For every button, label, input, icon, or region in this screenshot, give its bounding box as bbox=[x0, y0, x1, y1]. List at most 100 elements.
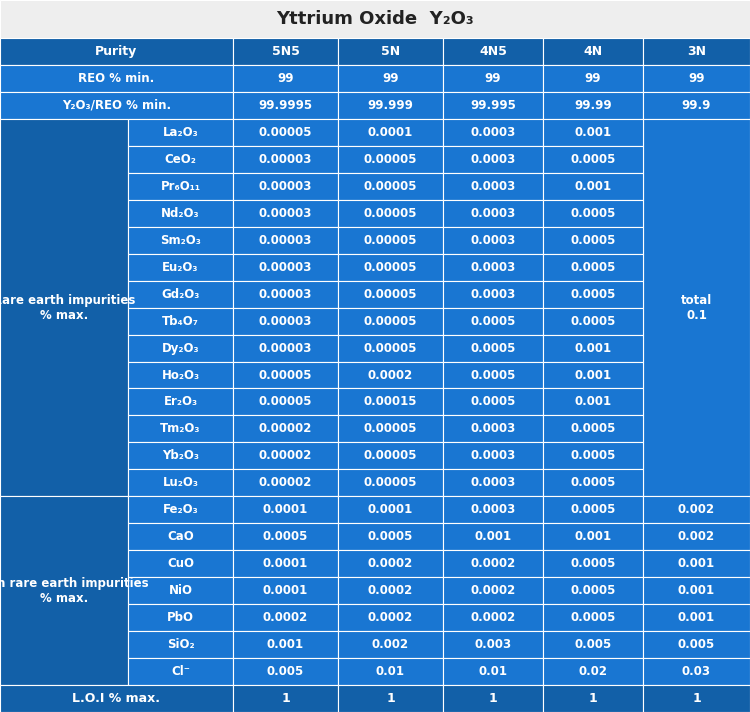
Text: 0.0003: 0.0003 bbox=[470, 288, 516, 300]
Bar bbox=[443, 362, 543, 389]
Bar bbox=[128, 415, 233, 442]
Bar bbox=[233, 253, 338, 281]
Bar bbox=[443, 496, 543, 523]
Bar bbox=[338, 469, 443, 496]
Text: 0.00003: 0.00003 bbox=[259, 234, 312, 246]
Bar bbox=[338, 226, 443, 253]
Bar bbox=[443, 65, 543, 92]
Text: 5N: 5N bbox=[381, 45, 400, 58]
Text: 0.0005: 0.0005 bbox=[570, 422, 616, 436]
Text: 0.00002: 0.00002 bbox=[259, 422, 312, 436]
Bar bbox=[128, 550, 233, 577]
Bar bbox=[0, 119, 128, 496]
Text: 0.0002: 0.0002 bbox=[368, 584, 413, 597]
Text: 0.0003: 0.0003 bbox=[470, 449, 516, 462]
Bar bbox=[233, 389, 338, 415]
Text: Nd₂O₃: Nd₂O₃ bbox=[161, 206, 200, 220]
Text: 0.00005: 0.00005 bbox=[259, 126, 312, 139]
Text: 0.0003: 0.0003 bbox=[470, 234, 516, 246]
Text: 0.00005: 0.00005 bbox=[364, 476, 417, 489]
Text: Y₂O₃/REO % min.: Y₂O₃/REO % min. bbox=[62, 99, 171, 112]
Text: 0.0003: 0.0003 bbox=[470, 180, 516, 193]
Text: SiO₂: SiO₂ bbox=[166, 638, 194, 651]
Text: 99: 99 bbox=[382, 72, 399, 85]
Text: 0.00015: 0.00015 bbox=[364, 395, 417, 409]
Text: 0.0005: 0.0005 bbox=[570, 611, 616, 624]
Text: 1: 1 bbox=[589, 692, 597, 705]
Text: 0.001: 0.001 bbox=[678, 557, 715, 570]
Bar bbox=[443, 281, 543, 308]
Bar bbox=[233, 335, 338, 362]
Bar bbox=[233, 577, 338, 604]
Text: 0.00003: 0.00003 bbox=[259, 180, 312, 193]
Text: 0.001: 0.001 bbox=[574, 395, 611, 409]
Text: Sm₂O₃: Sm₂O₃ bbox=[160, 234, 201, 246]
Text: 0.0005: 0.0005 bbox=[570, 584, 616, 597]
Bar bbox=[643, 523, 750, 550]
Text: PbO: PbO bbox=[167, 611, 194, 624]
Bar bbox=[443, 119, 543, 146]
Text: 0.001: 0.001 bbox=[475, 530, 512, 543]
Bar bbox=[543, 523, 643, 550]
Text: 0.00005: 0.00005 bbox=[364, 261, 417, 273]
Text: Pr₆O₁₁: Pr₆O₁₁ bbox=[160, 180, 200, 193]
Text: 0.00005: 0.00005 bbox=[259, 395, 312, 409]
Text: Ho₂O₃: Ho₂O₃ bbox=[161, 369, 200, 382]
Bar bbox=[338, 389, 443, 415]
Text: 0.001: 0.001 bbox=[267, 638, 304, 651]
Text: 0.00003: 0.00003 bbox=[259, 288, 312, 300]
Bar bbox=[338, 119, 443, 146]
Bar bbox=[643, 38, 750, 65]
Bar bbox=[643, 685, 750, 712]
Bar bbox=[443, 631, 543, 658]
Bar bbox=[543, 226, 643, 253]
Bar bbox=[443, 38, 543, 65]
Text: 99.995: 99.995 bbox=[470, 99, 516, 112]
Text: 0.0003: 0.0003 bbox=[470, 126, 516, 139]
Text: 0.0005: 0.0005 bbox=[570, 557, 616, 570]
Bar bbox=[543, 550, 643, 577]
Text: 0.00005: 0.00005 bbox=[364, 206, 417, 220]
Text: 0.0001: 0.0001 bbox=[262, 503, 308, 516]
Text: NiO: NiO bbox=[169, 584, 193, 597]
Bar bbox=[128, 226, 233, 253]
Bar bbox=[338, 146, 443, 173]
Text: 0.0005: 0.0005 bbox=[470, 342, 516, 355]
Text: 0.02: 0.02 bbox=[578, 665, 608, 678]
Bar bbox=[0, 38, 233, 65]
Bar bbox=[128, 335, 233, 362]
Text: 0.0005: 0.0005 bbox=[570, 261, 616, 273]
Bar bbox=[443, 415, 543, 442]
Bar bbox=[233, 281, 338, 308]
Bar bbox=[128, 253, 233, 281]
Bar bbox=[338, 65, 443, 92]
Bar bbox=[128, 469, 233, 496]
Bar bbox=[543, 173, 643, 200]
Text: 0.0002: 0.0002 bbox=[470, 611, 516, 624]
Bar bbox=[443, 523, 543, 550]
Text: CeO₂: CeO₂ bbox=[164, 153, 196, 166]
Bar bbox=[128, 631, 233, 658]
Text: 0.0001: 0.0001 bbox=[262, 557, 308, 570]
Text: 0.00005: 0.00005 bbox=[364, 234, 417, 246]
Bar bbox=[338, 658, 443, 685]
Bar bbox=[233, 146, 338, 173]
Bar bbox=[543, 308, 643, 335]
Text: CuO: CuO bbox=[167, 557, 194, 570]
Bar bbox=[0, 0, 750, 38]
Bar bbox=[543, 469, 643, 496]
Text: 0.00003: 0.00003 bbox=[259, 261, 312, 273]
Bar bbox=[443, 92, 543, 119]
Bar bbox=[128, 389, 233, 415]
Text: 1: 1 bbox=[281, 692, 290, 705]
Text: 0.0002: 0.0002 bbox=[470, 584, 516, 597]
Bar bbox=[543, 496, 643, 523]
Text: Tm₂O₃: Tm₂O₃ bbox=[160, 422, 201, 436]
Text: 99: 99 bbox=[484, 72, 501, 85]
Text: 0.03: 0.03 bbox=[682, 665, 711, 678]
Text: 1: 1 bbox=[386, 692, 394, 705]
Bar bbox=[543, 92, 643, 119]
Bar bbox=[233, 173, 338, 200]
Bar bbox=[338, 415, 443, 442]
Text: 0.0005: 0.0005 bbox=[570, 153, 616, 166]
